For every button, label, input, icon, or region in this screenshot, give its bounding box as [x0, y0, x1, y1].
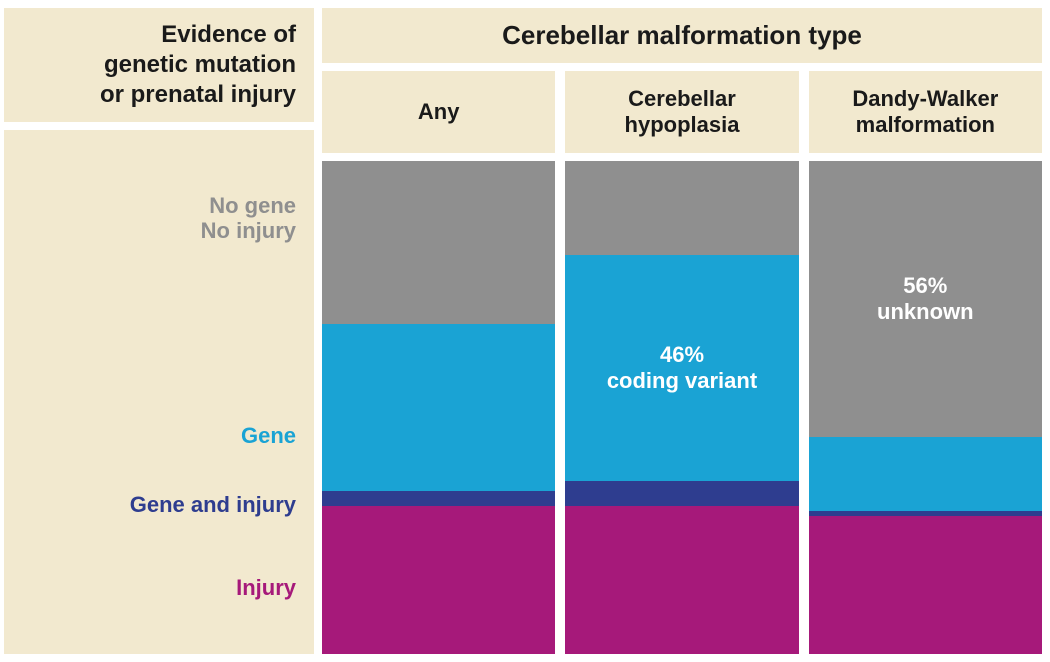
right-panel: Cerebellar malformation type Any Cerebell… [322, 8, 1042, 654]
segment-any-gene_and_injury [322, 491, 555, 506]
column-header-line: Cerebellar [625, 86, 740, 112]
column-header-text: Dandy-Walkermalformation [852, 86, 998, 139]
segment-dandy_walker-gene [809, 437, 1042, 511]
segment-cerebellar_hypoplasia-gene: 46%coding variant [565, 255, 798, 482]
legend-item-no_gene_no_injury: No geneNo injury [201, 193, 296, 244]
legend-label-line: Gene and injury [130, 492, 296, 517]
legend-item-gene: Gene [241, 423, 296, 448]
segment-cerebellar_hypoplasia-gene_and_injury [565, 481, 798, 506]
evidence-title-line3: or prenatal injury [12, 80, 296, 110]
segment-dandy_walker-no_gene_no_injury: 56%unknown [809, 161, 1042, 437]
segment-any-no_gene_no_injury [322, 161, 555, 324]
evidence-title: Evidence of genetic mutation or prenatal… [4, 8, 314, 122]
legend-label-line: No gene [201, 193, 296, 218]
segment-cerebellar_hypoplasia-injury [565, 506, 798, 654]
bar-cerebellar_hypoplasia: 46%coding variant [565, 161, 798, 654]
figure-root: Evidence of genetic mutation or prenatal… [0, 0, 1050, 662]
column-header-text: Cerebellarhypoplasia [625, 86, 740, 139]
column-header-line: Dandy-Walker [852, 86, 998, 112]
column-header-any: Any [322, 71, 555, 153]
legend-label-line: Injury [236, 575, 296, 600]
annotation-line: 56% [877, 273, 974, 299]
group-title-text: Cerebellar malformation type [502, 20, 862, 50]
column-header-text: Any [418, 99, 460, 125]
legend-item-gene_and_injury: Gene and injury [130, 492, 296, 517]
column-headers-row: Any Cerebellarhypoplasia Dandy-Walkermalfo… [322, 71, 1042, 153]
annotation-line: 46% [607, 342, 757, 368]
legend-label-line: No injury [201, 218, 296, 243]
annotation-line: coding variant [607, 368, 757, 394]
legend-panel: No geneNo injury Gene Gene and injury Injur… [4, 130, 314, 654]
annotation-line: unknown [877, 299, 974, 325]
segment-annotation: 56%unknown [867, 273, 984, 326]
evidence-title-line2: genetic mutation [12, 50, 296, 80]
legend-label-line: Gene [241, 423, 296, 448]
segment-any-gene [322, 324, 555, 492]
evidence-title-line1: Evidence of [12, 20, 296, 50]
column-header-dandy_walker: Dandy-Walkermalformation [809, 71, 1042, 153]
group-title: Cerebellar malformation type [322, 8, 1042, 63]
column-header-line: Any [418, 99, 460, 125]
legend-item-injury: Injury [236, 575, 296, 600]
column-header-cerebellar_hypoplasia: Cerebellarhypoplasia [565, 71, 798, 153]
column-header-line: hypoplasia [625, 112, 740, 138]
segment-cerebellar_hypoplasia-no_gene_no_injury [565, 161, 798, 255]
segment-any-injury [322, 506, 555, 654]
left-panel: Evidence of genetic mutation or prenatal… [4, 8, 314, 654]
bar-any [322, 161, 555, 654]
segment-annotation: 46%coding variant [597, 342, 767, 395]
bar-dandy_walker: 56%unknown [809, 161, 1042, 654]
bars-row: 46%coding variant 56%unknown [322, 161, 1042, 654]
column-header-line: malformation [852, 112, 998, 138]
segment-dandy_walker-injury [809, 516, 1042, 654]
